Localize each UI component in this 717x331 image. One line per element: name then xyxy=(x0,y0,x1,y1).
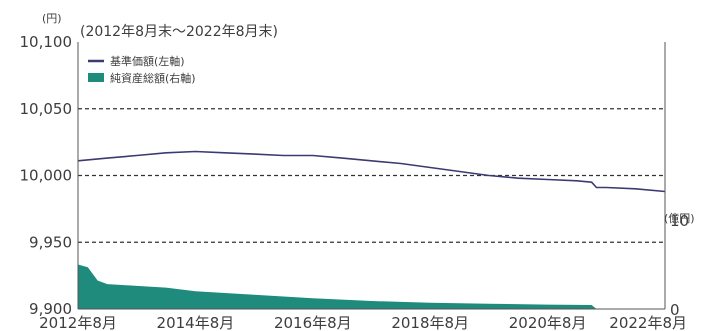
right-tick-label: 10 xyxy=(670,212,689,230)
legend-label-nav: 基準価額(左軸) xyxy=(110,54,185,68)
left-axis-unit: (円) xyxy=(42,12,62,25)
right-axis-unit: (億円) xyxy=(664,212,695,225)
net-assets-area xyxy=(78,264,665,309)
x-tick-label: 2016年8月 xyxy=(274,314,352,331)
left-tick-label: 10,100 xyxy=(20,33,73,51)
left-tick-label: 9,950 xyxy=(29,233,72,251)
legend-swatch-net-assets xyxy=(88,73,104,82)
x-tick-label: 2020年8月 xyxy=(509,314,587,331)
nav-line xyxy=(77,150,666,193)
legend-label-net-assets: 純資産総額(右軸) xyxy=(110,71,196,85)
x-tick-label: 2014年8月 xyxy=(157,314,235,331)
left-tick-label: 10,050 xyxy=(20,100,73,118)
x-tick-label: 2022年8月 xyxy=(609,314,687,331)
legend: 基準価額(左軸) 純資産総額(右軸) xyxy=(88,54,196,85)
period-label: (2012年8月末〜2022年8月末) xyxy=(80,24,278,40)
series-layer xyxy=(77,150,666,309)
grid xyxy=(78,108,665,243)
left-tick-label: 9,900 xyxy=(29,300,72,318)
left-tick-label: 10,000 xyxy=(20,167,73,185)
x-tick-label: 2012年8月 xyxy=(39,314,117,331)
x-tick-label: 2018年8月 xyxy=(391,314,469,331)
right-tick-label: 0 xyxy=(670,301,680,319)
axes: 9,900 9,950 10,000 10,050 10,100 0 10 2012年8月 20… xyxy=(20,33,690,331)
